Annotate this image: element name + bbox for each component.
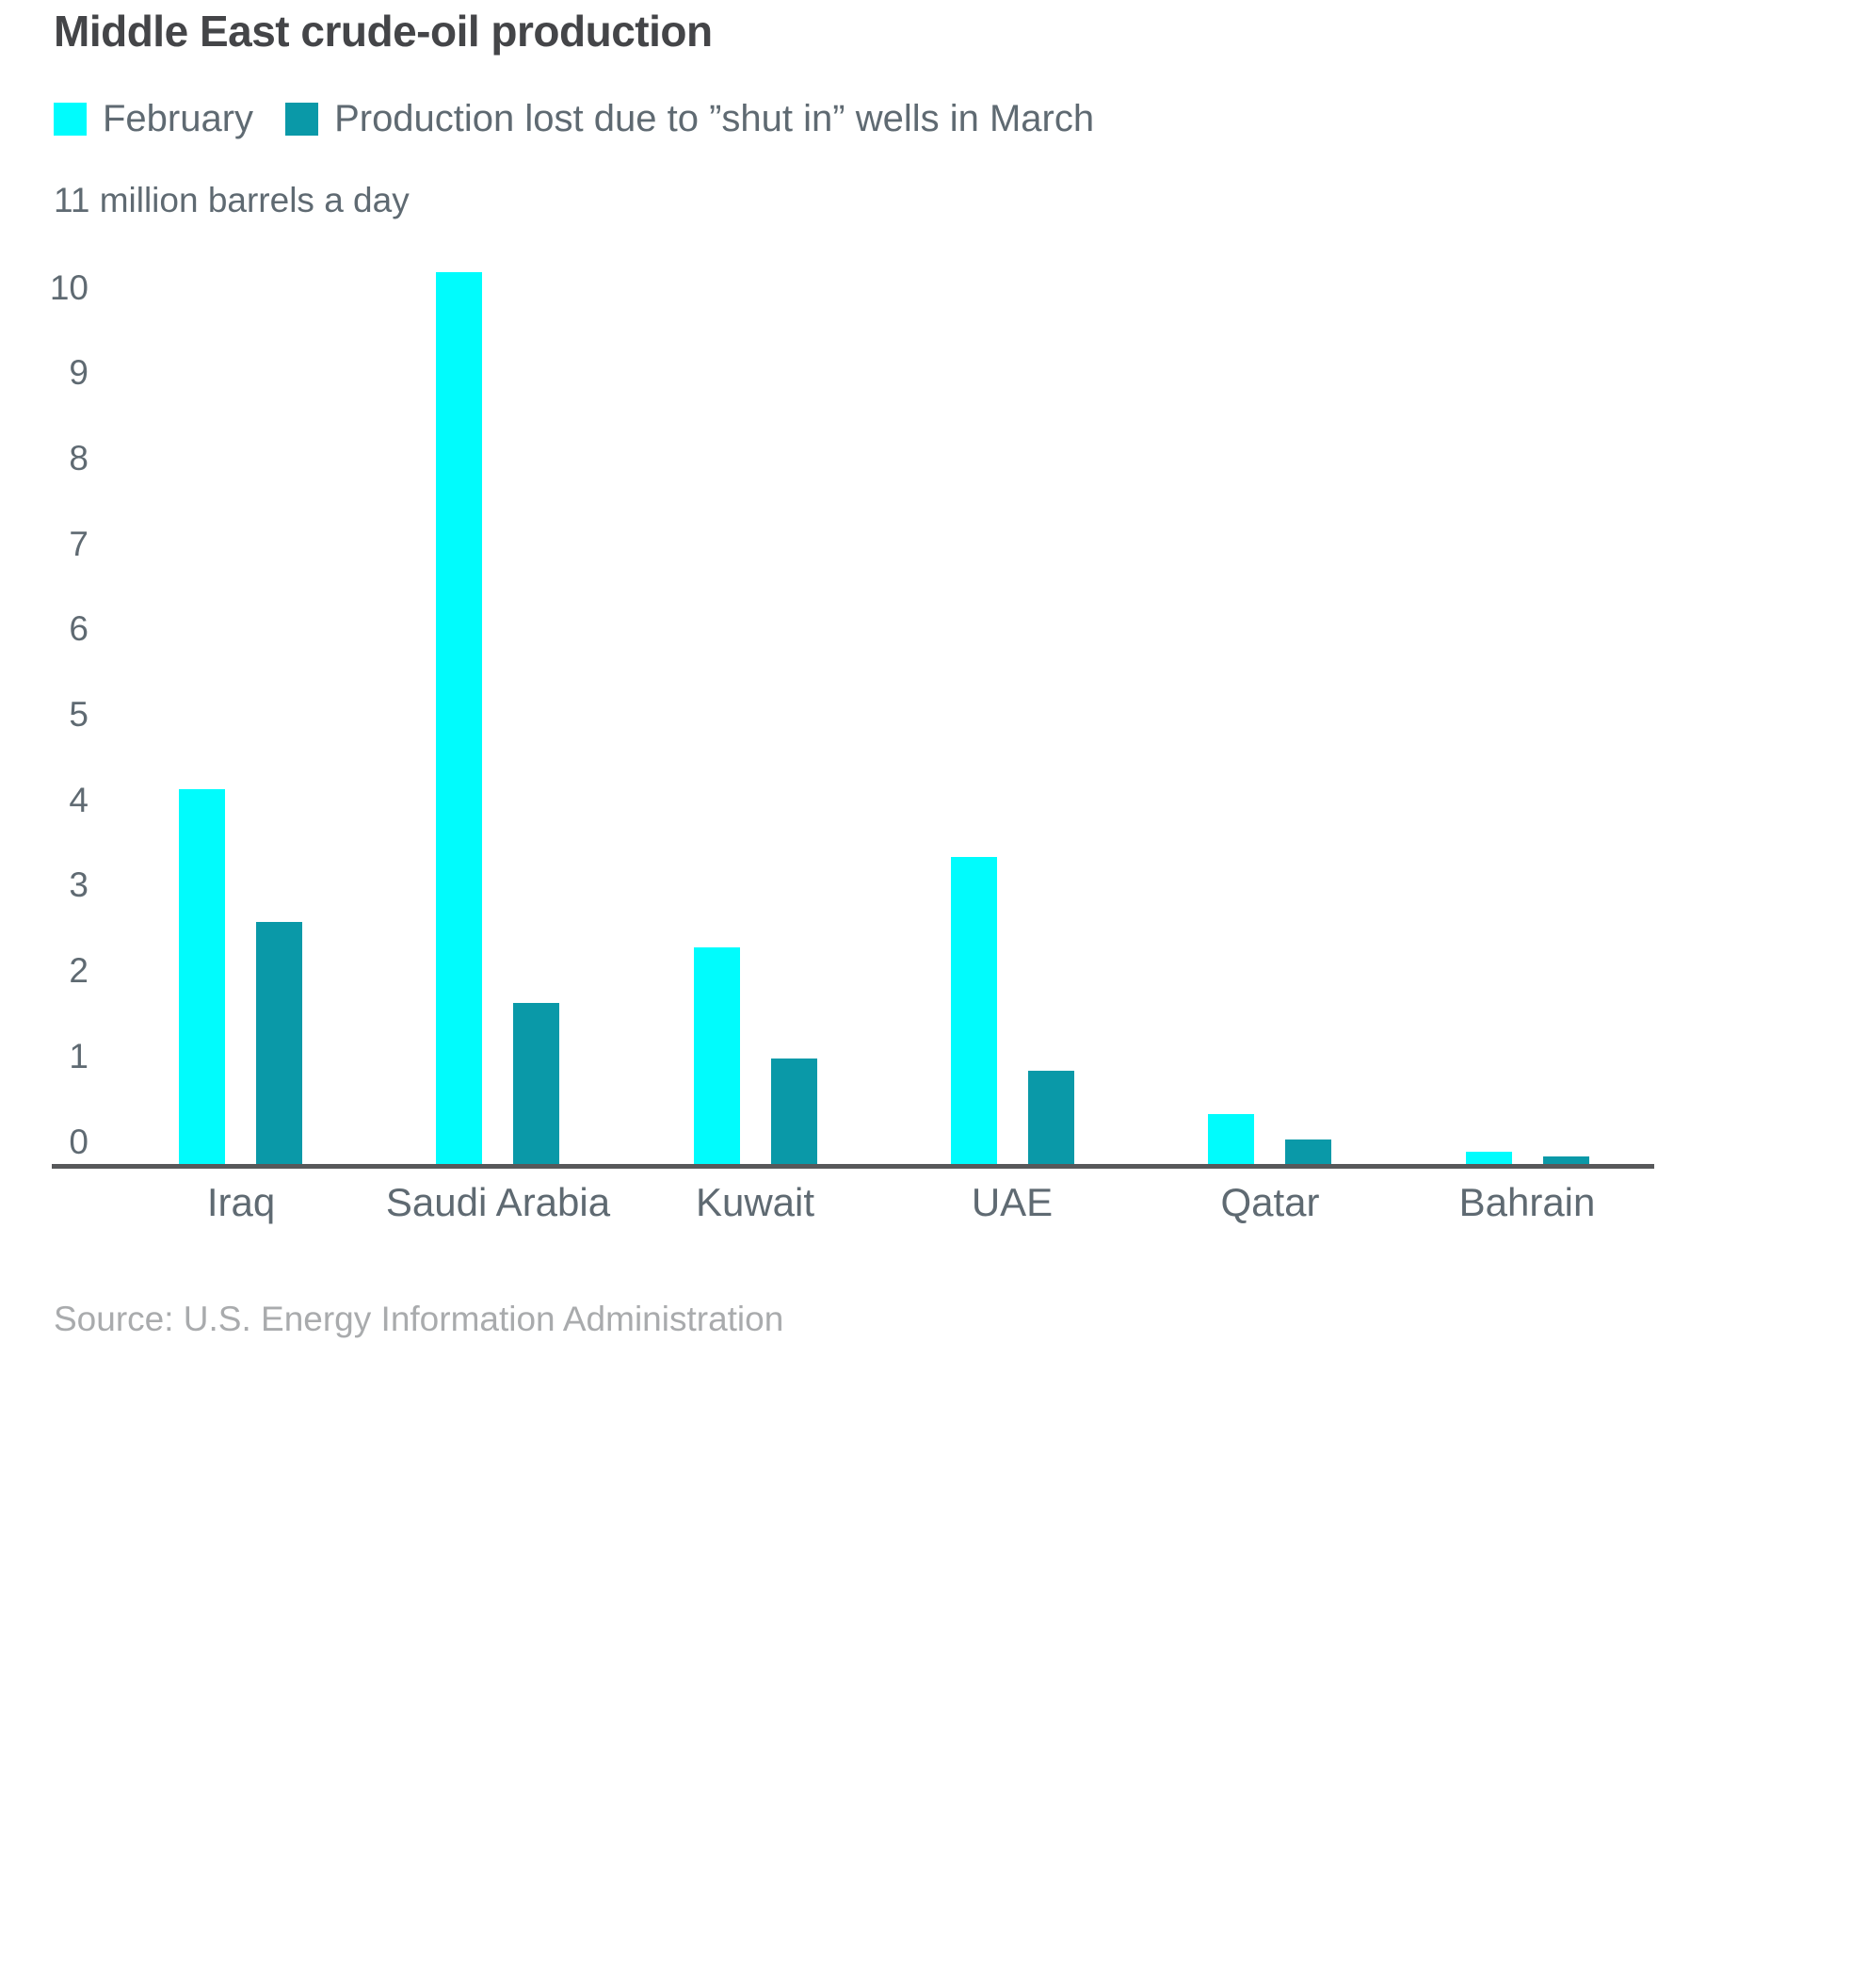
x-axis-label-saudi-arabia: Saudi Arabia [385,1180,611,1224]
bar-saudi-arabia-february [436,272,482,1165]
legend-swatch-february-icon [54,103,87,136]
legend-swatch-march-icon [285,103,319,136]
bar-uae-march [1028,1071,1074,1165]
y-tick-label-9: 9 [69,353,89,393]
chart-title: Middle East crude-oil production [54,7,713,56]
source-note: Source: U.S. Energy Information Administ… [54,1300,784,1338]
legend-label-march: Production lost due to ”shut in” wells i… [334,98,1095,139]
bar-saudi-arabia-march [513,1003,559,1165]
bar-kuwait-march [771,1059,817,1165]
y-tick-label-5: 5 [69,695,89,734]
y-tick-label-1: 1 [69,1036,89,1075]
y-tick-label-0: 0 [69,1122,89,1161]
y-tick-label-4: 4 [69,780,89,819]
x-axis-label-iraq: Iraq [206,1180,276,1224]
y-tick-label-8: 8 [69,438,89,477]
bar-iraq-february [179,789,225,1165]
legend: February Production lost due to ”shut in… [54,98,1094,140]
x-axis-line [52,1164,1654,1169]
x-axis-label-qatar: Qatar [1220,1180,1320,1224]
bar-kuwait-february [694,947,740,1165]
y-axis-unit-note: 11 million barrels a day [54,181,410,219]
x-axis-label-kuwait: Kuwait [695,1180,815,1224]
bar-qatar-february [1208,1114,1254,1165]
y-tick-label-3: 3 [69,865,89,905]
legend-label-february: February [103,98,254,139]
x-axis-label-uae: UAE [971,1180,1054,1224]
legend-item-march: Production lost due to ”shut in” wells i… [285,98,1094,140]
legend-item-february: February [54,98,253,140]
y-tick-label-6: 6 [69,609,89,649]
y-tick-label-7: 7 [69,524,89,563]
x-axis-label-bahrain: Bahrain [1458,1180,1596,1224]
y-tick-label-10: 10 [49,267,89,307]
bar-bahrain-february [1466,1152,1512,1165]
bar-uae-february [951,857,997,1165]
bar-bahrain-march [1543,1156,1589,1165]
y-tick-label-2: 2 [69,951,89,991]
bar-iraq-march [256,922,302,1165]
bar-qatar-march [1285,1139,1331,1165]
